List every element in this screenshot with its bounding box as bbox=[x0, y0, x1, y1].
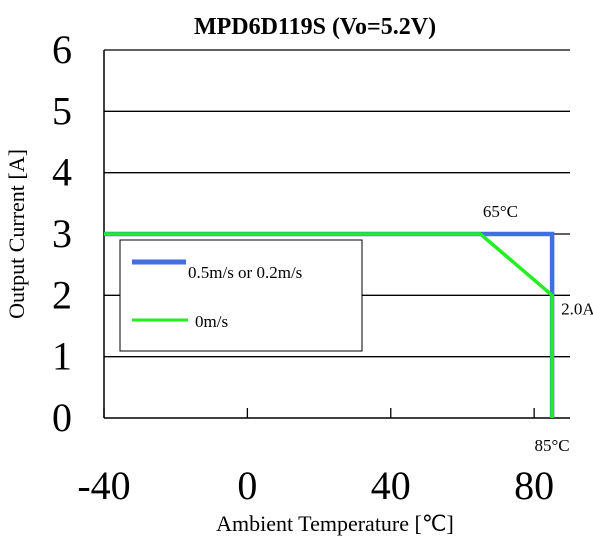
legend-box bbox=[119, 239, 363, 352]
x-tick-label: -40 bbox=[77, 463, 130, 508]
x-ticks bbox=[103, 408, 535, 418]
y-tick-label: 3 bbox=[52, 211, 72, 256]
y-tick-labels: 0 1 2 3 4 5 6 bbox=[52, 27, 72, 440]
annotation-85c: 85°C bbox=[535, 436, 570, 455]
legend-label-1: 0m/s bbox=[195, 312, 228, 331]
legend-label-0: 0.5m/s or 0.2m/s bbox=[188, 263, 302, 282]
y-tick-label: 1 bbox=[52, 334, 72, 379]
y-tick-label: 2 bbox=[52, 272, 72, 317]
x-tick-label: 0 bbox=[237, 463, 257, 508]
series-group bbox=[104, 231, 555, 418]
y-tick-label: 4 bbox=[52, 150, 72, 195]
x-axis-label: Ambient Temperature [℃] bbox=[216, 511, 454, 536]
series-line-1 bbox=[104, 232, 554, 418]
y-axis-label: Output Current [A] bbox=[4, 149, 29, 319]
legend: 0.5m/s or 0.2m/s 0m/s bbox=[119, 239, 363, 352]
y-tick-label: 0 bbox=[52, 395, 72, 440]
annotation-2a: 2.0A bbox=[561, 299, 593, 318]
x-tick-label: 80 bbox=[514, 463, 554, 508]
x-tick-labels: -40 0 40 80 bbox=[77, 463, 554, 508]
y-tick-label: 5 bbox=[52, 88, 72, 133]
chart-title: MPD6D119S (Vo=5.2V) bbox=[194, 14, 436, 40]
annotation-65c: 65°C bbox=[483, 202, 518, 221]
x-tick-label: 40 bbox=[371, 463, 411, 508]
y-tick-label: 6 bbox=[52, 27, 72, 72]
annotations: 65°C 2.0A 85°C bbox=[483, 202, 593, 455]
